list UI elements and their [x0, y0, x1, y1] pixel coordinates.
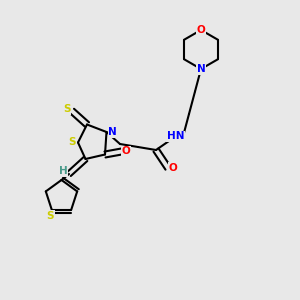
Text: N: N: [196, 64, 206, 74]
Text: N: N: [108, 127, 117, 137]
Text: O: O: [168, 163, 177, 173]
Text: H: H: [58, 166, 68, 176]
Text: S: S: [68, 137, 76, 148]
Text: S: S: [46, 211, 54, 221]
Text: O: O: [122, 146, 130, 157]
Text: O: O: [196, 25, 206, 35]
Text: S: S: [63, 104, 70, 115]
Text: HN: HN: [167, 131, 184, 142]
